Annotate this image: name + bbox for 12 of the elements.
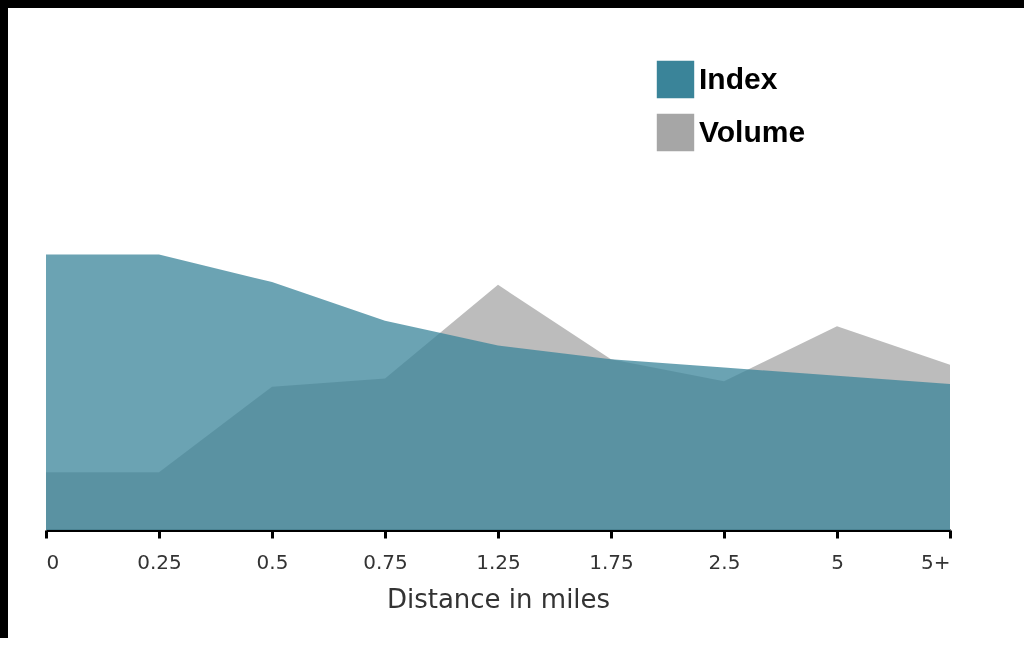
- x-tick-label: 0.5: [256, 549, 289, 574]
- x-tick-label: 0: [46, 549, 60, 574]
- x-tick-label: 5+: [921, 549, 951, 574]
- x-axis-title: Distance in miles: [386, 583, 611, 614]
- x-tick-label: 0.75: [363, 549, 408, 574]
- x-tick-label: 1.25: [476, 549, 521, 574]
- x-tick-label: 1.75: [589, 549, 634, 574]
- x-tick-label: 0.25: [137, 549, 182, 574]
- x-tick-label: 5: [831, 549, 844, 574]
- legend-label: Volume: [699, 114, 806, 148]
- legend-label: Index: [699, 61, 778, 95]
- x-tick-label: 2.5: [708, 549, 741, 574]
